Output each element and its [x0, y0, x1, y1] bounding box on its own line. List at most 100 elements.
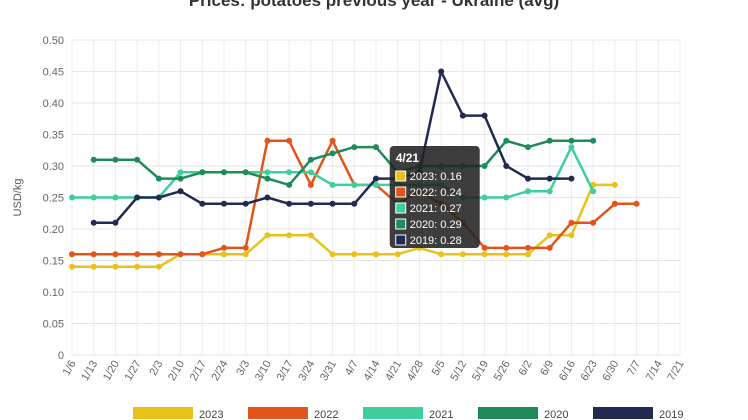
data-point	[307, 181, 314, 188]
tooltip-line: 2020: 0.29	[410, 219, 462, 231]
data-point	[177, 251, 184, 258]
x-tick-label: 6/9	[538, 359, 556, 378]
series-group	[69, 68, 640, 270]
data-point	[112, 219, 119, 226]
series-2023	[69, 181, 618, 270]
x-tick-label: 5/19	[470, 359, 491, 384]
series-line-2023	[72, 183, 615, 269]
data-point	[351, 181, 358, 188]
data-point	[155, 263, 162, 270]
x-tick-label: 4/21	[383, 359, 404, 384]
data-point	[373, 251, 379, 258]
series-line-2020	[93, 139, 594, 187]
tooltip-line: 2021: 0.27	[410, 203, 462, 215]
y-tick-label: 0.20	[43, 224, 64, 236]
legend-swatch-2021	[363, 407, 423, 419]
data-point	[199, 200, 206, 207]
x-tick-label: 1/27	[123, 359, 144, 384]
x-tick-label: 7/7	[625, 359, 643, 378]
data-point	[90, 263, 97, 270]
y-tick-label: 0.15	[43, 256, 64, 268]
x-tick-label: 4/7	[343, 359, 361, 378]
data-point	[503, 194, 510, 201]
data-point	[590, 137, 597, 144]
data-point	[177, 169, 184, 176]
x-tick-label: 5/5	[430, 359, 448, 378]
data-point	[481, 251, 488, 258]
legend-swatch-2020	[478, 407, 538, 419]
y-tick-label: 0.05	[43, 319, 64, 331]
data-point	[307, 232, 314, 239]
chart-title: Prices: potatoes previous year - Ukraine…	[188, 0, 560, 10]
data-point	[329, 200, 336, 207]
data-point	[264, 169, 271, 176]
tooltip-swatch	[395, 202, 407, 214]
x-tick-label: 6/23	[579, 359, 600, 384]
y-axis-label: USD/kg	[12, 179, 24, 217]
legend-label-2021: 2021	[429, 409, 453, 420]
x-tick-label: 2/3	[147, 359, 165, 378]
data-point	[438, 251, 445, 258]
data-point	[221, 200, 227, 207]
tooltip-swatch	[395, 234, 407, 246]
data-point	[264, 137, 271, 144]
data-point	[264, 194, 271, 201]
data-point	[155, 251, 162, 258]
x-tick-label: 6/30	[600, 359, 621, 384]
tooltip-line: 2023: 0.16	[410, 171, 462, 183]
y-tick-label: 0.30	[43, 161, 64, 173]
data-point	[199, 251, 206, 258]
data-point	[134, 156, 141, 163]
data-point	[568, 232, 575, 239]
legend-label-2023: 2023	[199, 409, 223, 420]
data-point	[90, 251, 97, 258]
data-point	[525, 175, 531, 182]
tooltip-line: 2019: 0.28	[410, 235, 462, 247]
x-tick-label: 3/24	[296, 359, 317, 384]
data-point	[134, 263, 141, 270]
data-point	[112, 251, 119, 258]
data-point	[481, 194, 488, 201]
x-tick-label: 5/12	[448, 359, 469, 384]
tooltip-line: 2022: 0.24	[410, 187, 462, 199]
data-point	[264, 232, 271, 239]
data-point	[242, 169, 249, 176]
data-point	[611, 200, 618, 207]
legend-label-2020: 2020	[544, 409, 568, 420]
data-point	[633, 200, 640, 207]
data-point	[329, 181, 336, 188]
data-point	[69, 194, 75, 201]
data-point	[286, 232, 293, 239]
data-point	[221, 169, 227, 176]
data-point	[373, 144, 379, 151]
data-point	[286, 169, 293, 176]
data-point	[329, 150, 336, 157]
x-tick-label: 1/13	[79, 359, 100, 384]
data-point	[90, 194, 97, 201]
tooltip-swatch	[395, 186, 407, 198]
data-point	[307, 156, 314, 163]
legend-label-2022: 2022	[314, 409, 338, 420]
data-point	[481, 163, 488, 169]
data-point	[90, 219, 97, 226]
series-2019	[90, 68, 575, 226]
data-point	[503, 251, 510, 258]
y-tick-label: 0.10	[43, 287, 64, 299]
y-tick-label: 0.50	[43, 35, 64, 47]
y-tick-label: 0.25	[43, 193, 64, 205]
data-point	[155, 175, 162, 182]
x-tick-label: 1/20	[101, 359, 122, 384]
data-point	[481, 112, 488, 119]
data-point	[546, 244, 553, 251]
data-point	[221, 251, 227, 258]
x-tick-label: 2/17	[188, 359, 209, 384]
data-point	[112, 263, 119, 270]
data-point	[373, 181, 379, 188]
data-point	[69, 263, 75, 270]
data-point	[134, 194, 141, 201]
x-tick-label: 2/24	[209, 359, 230, 384]
x-tick-label: 7/14	[644, 359, 665, 384]
data-point	[590, 219, 597, 226]
data-point	[112, 194, 119, 201]
tooltip-box	[389, 146, 480, 248]
